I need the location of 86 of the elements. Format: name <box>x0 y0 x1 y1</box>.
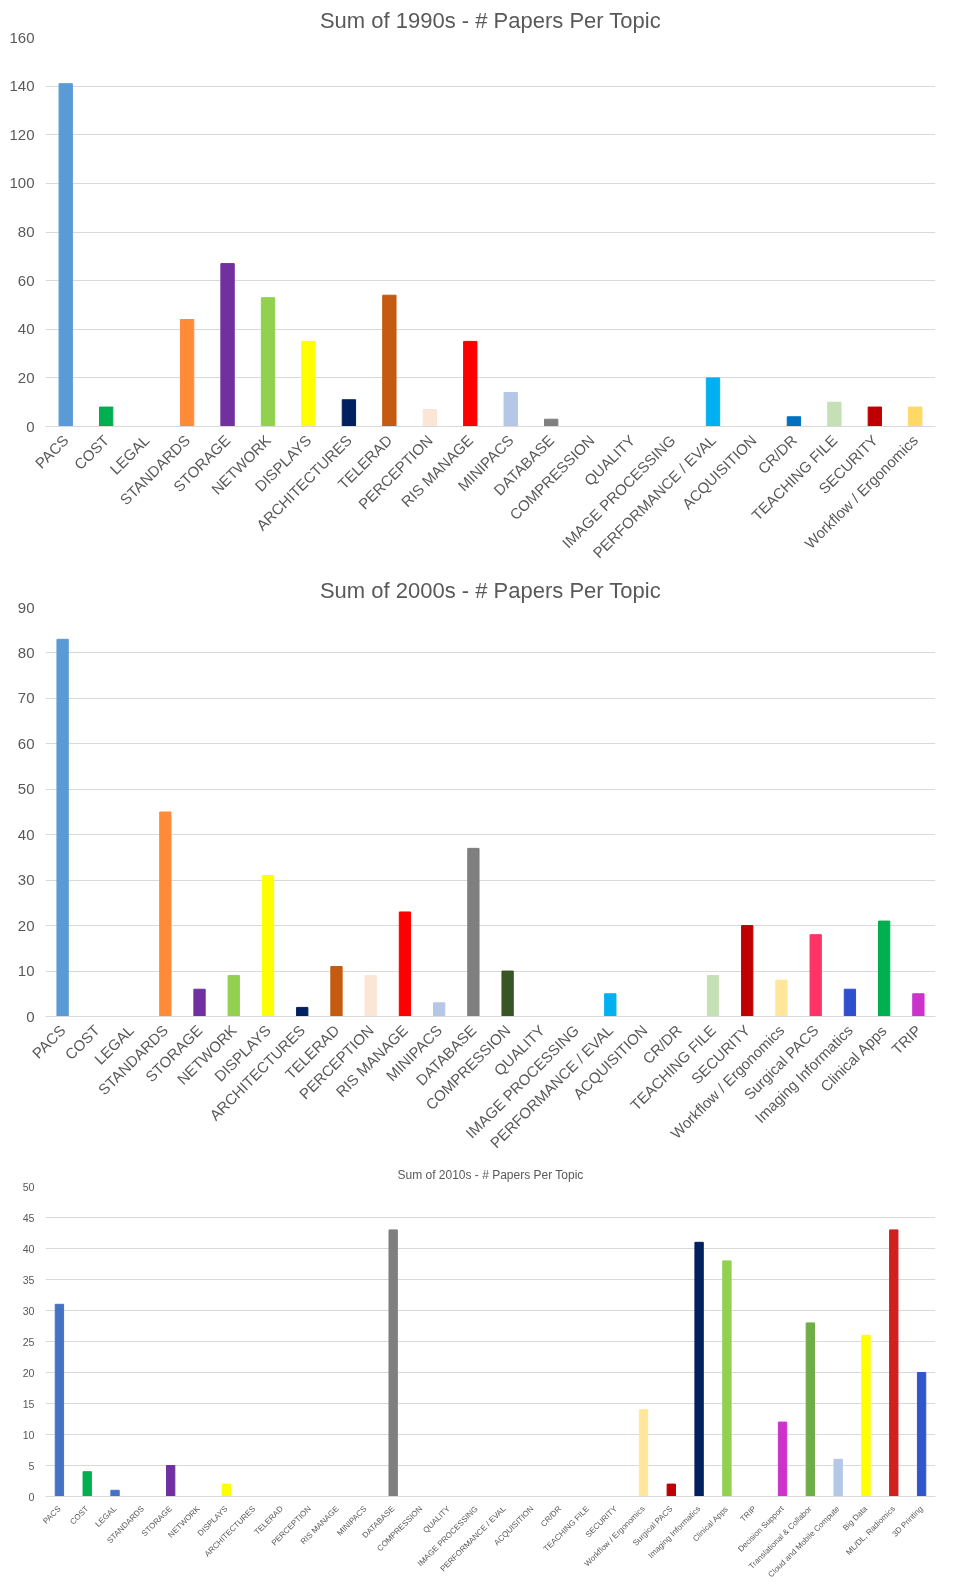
bar <box>56 638 69 1017</box>
y-tick-label: 50 <box>17 780 35 798</box>
y-tick-label: 40 <box>17 320 35 338</box>
bar <box>638 1409 649 1497</box>
bar <box>227 975 240 1017</box>
bar <box>912 993 925 1017</box>
bar <box>221 1483 231 1497</box>
bar <box>705 377 721 427</box>
y-tick-label: 30 <box>22 1304 35 1317</box>
bar <box>908 406 923 427</box>
bar <box>388 1229 398 1497</box>
bar <box>341 399 357 427</box>
y-tick-label: 80 <box>17 223 35 240</box>
bar <box>503 391 518 427</box>
y-tick-label: 60 <box>17 271 35 289</box>
bar <box>110 1489 120 1497</box>
bar <box>382 294 397 427</box>
bar <box>364 975 377 1017</box>
bar <box>777 1421 788 1497</box>
bar <box>463 340 478 427</box>
y-tick-label: 0 <box>26 417 35 435</box>
y-tick-label: 60 <box>17 734 35 752</box>
bar <box>775 979 788 1017</box>
bar <box>260 297 276 427</box>
bar <box>193 988 206 1017</box>
bar <box>843 988 857 1017</box>
y-tick-label: 30 <box>17 871 35 889</box>
bar <box>220 263 235 427</box>
bar <box>878 920 891 1017</box>
bar <box>301 340 316 427</box>
y-tick-label: 10 <box>17 962 35 980</box>
bar <box>833 1458 843 1497</box>
bar <box>805 1322 816 1497</box>
bar <box>330 966 343 1017</box>
y-tick-label: 50 <box>22 1180 35 1193</box>
y-tick-label: 140 <box>9 77 35 95</box>
y-tick-label: 20 <box>17 916 35 934</box>
bar <box>916 1372 927 1497</box>
y-tick-label: 20 <box>22 1366 35 1379</box>
bar <box>544 418 559 427</box>
bar <box>809 934 822 1017</box>
y-tick-label: 80 <box>17 643 35 661</box>
y-tick-label: 45 <box>22 1211 35 1224</box>
y-tick-label: 5 <box>28 1459 35 1472</box>
bar <box>398 911 412 1017</box>
y-tick-label: 70 <box>17 689 35 707</box>
bar <box>99 406 114 427</box>
bar <box>501 970 514 1017</box>
y-tick-label: 0 <box>26 1007 35 1025</box>
bar <box>165 1465 176 1497</box>
bar <box>889 1229 899 1497</box>
bar <box>467 847 480 1017</box>
y-tick-label: 10 <box>22 1428 35 1441</box>
y-tick-label: 35 <box>22 1273 35 1286</box>
bar <box>706 975 720 1017</box>
bar <box>261 875 275 1017</box>
bar <box>694 1241 704 1497</box>
bar <box>722 1260 732 1497</box>
y-tick-label: 20 <box>17 368 35 386</box>
y-tick-label: 160 <box>9 28 35 46</box>
bar <box>159 811 172 1017</box>
bar <box>666 1483 676 1497</box>
bar <box>82 1471 92 1497</box>
y-tick-label: 0 <box>28 1490 35 1503</box>
bar <box>422 408 437 427</box>
bar <box>786 416 802 427</box>
bar <box>861 1334 871 1497</box>
bar <box>54 1303 65 1497</box>
bar <box>604 993 617 1017</box>
y-tick-label: 40 <box>17 825 35 843</box>
bar <box>827 401 842 427</box>
bar <box>433 1002 446 1017</box>
chart-title: Sum of 2010s - # Papers Per Topic <box>397 1167 584 1182</box>
y-tick-label: 90 <box>17 598 35 616</box>
chart-title: Sum of 2000s - # Papers Per Topic <box>319 577 661 603</box>
bar <box>741 925 754 1017</box>
bar <box>179 319 195 427</box>
bar <box>296 1006 309 1017</box>
chart-title: Sum of 1990s - # Papers Per Topic <box>319 7 661 33</box>
y-tick-label: 100 <box>9 174 35 192</box>
y-tick-label: 120 <box>9 125 35 143</box>
bar <box>58 83 73 427</box>
y-tick-label: 15 <box>22 1397 35 1410</box>
y-tick-label: 25 <box>22 1335 35 1348</box>
y-tick-label: 40 <box>22 1242 35 1255</box>
bar <box>867 406 882 427</box>
